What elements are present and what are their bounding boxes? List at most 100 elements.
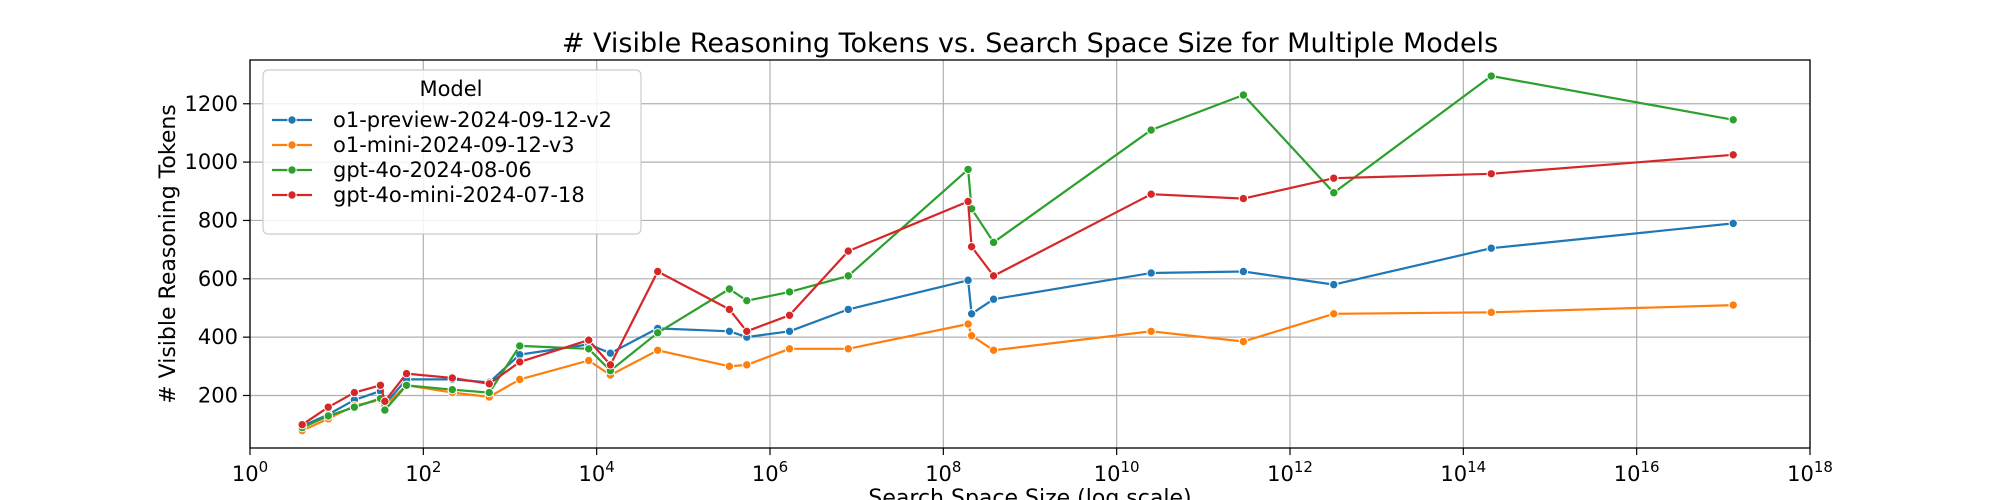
legend: Model o1-preview-2024-09-12-v2o1-mini-20… bbox=[262, 69, 642, 235]
data-point bbox=[1146, 125, 1156, 135]
legend-entry-label: o1-mini-2024-09-12-v3 bbox=[333, 133, 575, 157]
x-axis-ticks: 100 102 104 106 108 1010 1012 1014 1016 1018 bbox=[232, 448, 1833, 486]
y-tick-label: 1000 bbox=[185, 150, 238, 174]
data-point bbox=[784, 344, 795, 354]
y-tick-label: 200 bbox=[198, 383, 238, 407]
legend-title: Model bbox=[419, 77, 482, 101]
legend-swatch-marker bbox=[287, 165, 297, 175]
data-point bbox=[843, 304, 853, 315]
data-point bbox=[742, 360, 752, 370]
data-point bbox=[1238, 266, 1249, 277]
x-tick-base: 10 bbox=[1614, 462, 1641, 486]
x-tick-label: 1016 bbox=[1614, 458, 1660, 486]
x-tick-label: 1012 bbox=[1267, 458, 1313, 486]
data-point bbox=[484, 379, 494, 389]
data-point bbox=[988, 294, 999, 304]
data-point bbox=[724, 326, 735, 337]
data-point bbox=[784, 326, 795, 337]
data-point bbox=[1728, 218, 1738, 229]
series-line bbox=[301, 304, 1734, 432]
x-tick-label: 104 bbox=[579, 458, 615, 486]
data-point bbox=[988, 237, 999, 248]
data-point bbox=[724, 304, 735, 315]
x-tick-label: 106 bbox=[752, 458, 788, 486]
x-tick-base: 10 bbox=[925, 462, 952, 486]
x-tick-base: 10 bbox=[1787, 462, 1814, 486]
data-point bbox=[1486, 169, 1496, 179]
y-tick-label: 400 bbox=[198, 325, 238, 349]
x-tick-exponent: 0 bbox=[259, 458, 269, 476]
x-tick-base: 10 bbox=[579, 462, 606, 486]
data-point bbox=[484, 387, 494, 398]
x-tick-exponent: 10 bbox=[1120, 458, 1139, 476]
data-point bbox=[966, 330, 977, 341]
x-tick-label: 1014 bbox=[1440, 458, 1486, 486]
x-tick-exponent: 4 bbox=[605, 458, 615, 476]
x-tick-base: 10 bbox=[752, 462, 779, 486]
data-point bbox=[653, 266, 663, 277]
data-point bbox=[584, 335, 594, 345]
data-point bbox=[966, 242, 977, 252]
x-tick-label: 1018 bbox=[1787, 458, 1833, 486]
data-point bbox=[1329, 188, 1339, 198]
data-point bbox=[605, 348, 616, 358]
data-point bbox=[988, 345, 999, 355]
x-tick-label: 1010 bbox=[1094, 458, 1140, 486]
data-point bbox=[988, 271, 999, 281]
x-tick-base: 10 bbox=[1267, 462, 1294, 486]
y-tick-label: 1200 bbox=[185, 92, 238, 116]
y-axis-ticks: 200 400 600 800 1000 1200 bbox=[185, 92, 250, 407]
data-point bbox=[963, 164, 973, 175]
legend-entries: o1-preview-2024-09-12-v2o1-mini-2024-09-… bbox=[272, 108, 612, 207]
data-point bbox=[1486, 71, 1496, 81]
legend-swatch-marker bbox=[287, 115, 297, 125]
data-point bbox=[966, 309, 977, 319]
data-point bbox=[401, 380, 412, 390]
data-point bbox=[447, 373, 458, 383]
x-tick-label: 108 bbox=[925, 458, 961, 486]
data-point bbox=[1486, 243, 1496, 253]
data-point bbox=[843, 344, 853, 354]
data-point bbox=[1329, 309, 1339, 319]
data-point bbox=[380, 396, 390, 407]
x-tick-base: 10 bbox=[405, 462, 432, 486]
x-tick-exponent: 8 bbox=[952, 458, 962, 476]
data-point bbox=[1146, 268, 1156, 278]
data-point bbox=[515, 374, 525, 385]
data-point bbox=[584, 355, 594, 366]
plot-area-frame bbox=[249, 59, 1811, 449]
data-point bbox=[380, 405, 390, 415]
data-point bbox=[843, 246, 853, 256]
data-point bbox=[653, 345, 663, 355]
data-point bbox=[515, 357, 525, 367]
x-tick-base: 10 bbox=[1440, 462, 1467, 486]
data-point bbox=[297, 419, 307, 430]
x-tick-label: 102 bbox=[405, 458, 441, 486]
data-point bbox=[1728, 150, 1738, 160]
data-point bbox=[401, 368, 412, 379]
data-point bbox=[349, 387, 360, 398]
data-point bbox=[605, 360, 616, 370]
data-point bbox=[323, 411, 333, 421]
data-point bbox=[349, 402, 360, 412]
x-tick-exponent: 2 bbox=[432, 458, 442, 476]
x-tick-exponent: 6 bbox=[779, 458, 789, 476]
data-point bbox=[323, 402, 333, 412]
data-point bbox=[1238, 193, 1249, 204]
data-point bbox=[1329, 173, 1339, 183]
y-tick-label: 800 bbox=[198, 208, 238, 232]
legend-entry-label: gpt-4o-mini-2024-07-18 bbox=[333, 183, 585, 207]
legend-swatch-marker bbox=[287, 190, 297, 200]
data-point bbox=[375, 380, 386, 390]
data-point bbox=[742, 326, 752, 337]
chart-title: # Visible Reasoning Tokens vs. Search Sp… bbox=[562, 28, 1498, 59]
legend-box bbox=[262, 69, 642, 235]
x-tick-base: 10 bbox=[232, 462, 259, 486]
x-tick-exponent: 18 bbox=[1814, 458, 1833, 476]
data-point bbox=[1238, 336, 1249, 347]
data-point bbox=[1146, 326, 1156, 337]
data-point bbox=[584, 344, 594, 354]
x-tick-exponent: 14 bbox=[1467, 458, 1486, 476]
data-point bbox=[742, 295, 752, 306]
